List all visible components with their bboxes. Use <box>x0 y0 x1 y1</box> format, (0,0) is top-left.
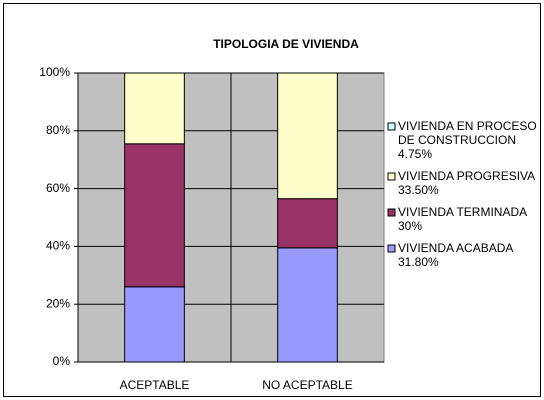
bar-segment <box>124 286 185 363</box>
legend-value: 31.80% <box>398 255 439 269</box>
legend-label: VIVIENDA PROGRESIVA <box>398 169 535 183</box>
legend-value: 30% <box>398 219 422 233</box>
legend-label: VIVIENDA TERMINADA <box>398 205 527 219</box>
legend-swatch <box>387 244 396 253</box>
legend-swatch <box>387 172 396 181</box>
y-tick-label: 60% <box>46 181 70 195</box>
legend-swatch <box>387 122 396 131</box>
bar-segment <box>277 72 338 200</box>
y-tick-label: 100% <box>39 65 70 79</box>
bar-segment <box>277 247 338 363</box>
bar-segment <box>124 72 185 145</box>
y-tick-label: 80% <box>46 123 70 137</box>
legend-label: VIVIENDA EN PROCESO DE CONSTRUCCION <box>398 119 537 147</box>
y-tick-label: 0% <box>53 354 71 368</box>
legend-swatch <box>387 208 396 217</box>
x-tick-label: ACEPTABLE <box>120 378 190 392</box>
legend-value: 33.50% <box>398 183 439 197</box>
x-tick-label: NO ACEPTABLE <box>262 378 352 392</box>
legend-value: 4.75% <box>398 147 432 161</box>
y-tick-label: 20% <box>46 296 70 310</box>
legend-label: VIVIENDA ACABADA <box>398 241 513 255</box>
chart-title: TIPOLOGIA DE VIVIENDA <box>213 37 359 51</box>
bar-segment <box>277 198 338 249</box>
bar-segment <box>124 143 185 288</box>
y-tick-label: 40% <box>46 239 70 253</box>
